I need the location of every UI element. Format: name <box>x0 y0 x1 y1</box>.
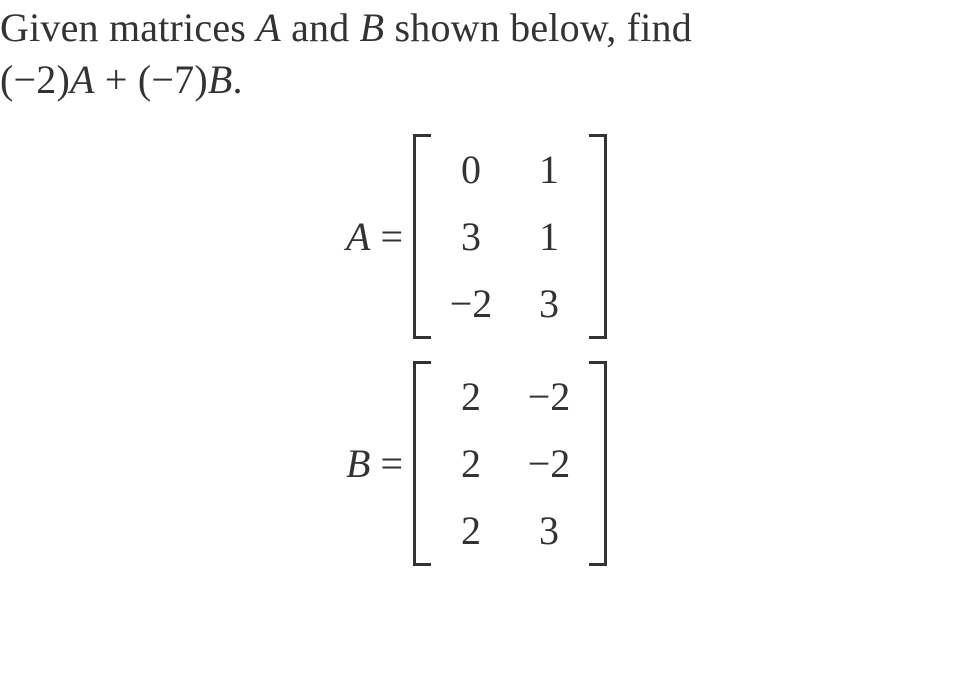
matrix-cell: −2 <box>527 373 571 420</box>
matrix-cell: 3 <box>449 213 493 260</box>
prompt-text: Given matrices <box>0 5 256 50</box>
matrix-cell: 1 <box>527 146 571 193</box>
equation-A: A = 0 1 3 1 −2 3 <box>0 134 953 339</box>
matrix-cell: 2 <box>449 373 493 420</box>
var-B: B <box>360 5 385 50</box>
prompt-text: and <box>281 5 360 50</box>
problem-prompt: Given matrices A and B shown below, find… <box>0 0 953 106</box>
right-bracket-icon <box>589 134 607 339</box>
matrix-A-grid: 0 1 3 1 −2 3 <box>431 134 589 339</box>
matrix-cell: 3 <box>527 280 571 327</box>
var-A: A <box>70 57 95 102</box>
matrix-B: 2 −2 2 −2 2 3 <box>413 361 607 566</box>
scalar-1: −2 <box>14 57 57 102</box>
matrix-cell: −2 <box>527 440 571 487</box>
matrix-cell: 3 <box>527 507 571 554</box>
equals-sign: = <box>380 213 413 260</box>
equals-sign: = <box>380 440 413 487</box>
left-bracket-icon <box>413 361 431 566</box>
var-B: B <box>208 57 233 102</box>
matrix-cell: −2 <box>449 280 493 327</box>
var-A: A <box>256 5 281 50</box>
matrix-B-grid: 2 −2 2 −2 2 3 <box>431 361 589 566</box>
expr-plus: + ( <box>95 57 152 102</box>
left-bracket-icon <box>413 134 431 339</box>
equation-B: B = 2 −2 2 −2 2 3 <box>0 361 953 566</box>
matrix-B-label: B <box>346 440 380 487</box>
matrix-cell: 1 <box>527 213 571 260</box>
expr-close: ) <box>57 57 71 102</box>
prompt-text: shown below, find <box>384 5 692 50</box>
equations-block: A = 0 1 3 1 −2 3 B = 2 −2 2 −2 2 <box>0 134 953 566</box>
right-bracket-icon <box>589 361 607 566</box>
matrix-A: 0 1 3 1 −2 3 <box>413 134 607 339</box>
matrix-cell: 0 <box>449 146 493 193</box>
matrix-A-label: A <box>346 213 380 260</box>
expr-dot: . <box>233 57 243 102</box>
matrix-cell: 2 <box>449 507 493 554</box>
expr-open: ( <box>0 57 14 102</box>
matrix-cell: 2 <box>449 440 493 487</box>
scalar-2: −7 <box>151 57 194 102</box>
expr-close: ) <box>194 57 208 102</box>
